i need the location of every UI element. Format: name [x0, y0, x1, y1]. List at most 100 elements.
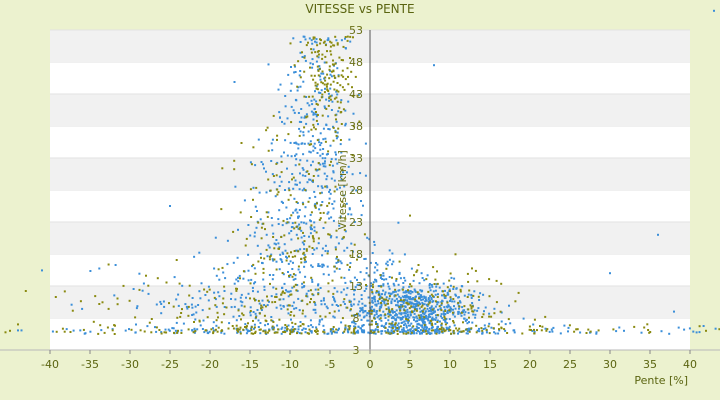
data-point	[252, 198, 254, 201]
data-point	[101, 301, 104, 304]
data-point	[349, 35, 352, 38]
data-point	[444, 323, 447, 326]
data-point	[294, 277, 297, 280]
data-point	[352, 112, 355, 115]
data-point	[332, 170, 335, 173]
data-point	[113, 333, 116, 335]
data-point	[428, 286, 431, 289]
data-point	[434, 310, 436, 313]
data-point	[295, 99, 298, 102]
data-point	[223, 313, 226, 316]
data-point	[438, 328, 441, 331]
data-point	[437, 308, 439, 311]
data-point	[180, 329, 183, 332]
data-point	[437, 301, 440, 304]
data-point	[500, 282, 503, 285]
data-point	[316, 152, 319, 154]
data-point	[141, 289, 144, 292]
data-point	[222, 271, 225, 274]
data-point	[304, 275, 307, 278]
data-point	[448, 325, 451, 328]
data-point	[196, 328, 199, 331]
data-point	[194, 330, 197, 333]
data-point	[167, 328, 170, 331]
data-point	[411, 311, 414, 314]
data-point	[440, 328, 442, 331]
data-point	[319, 78, 322, 81]
data-point	[288, 189, 291, 192]
data-point	[308, 143, 311, 146]
data-point	[444, 313, 447, 316]
data-point	[113, 294, 116, 297]
data-point	[324, 157, 327, 160]
data-point	[447, 327, 450, 330]
data-point	[300, 221, 303, 224]
data-point	[300, 229, 303, 232]
data-point	[325, 85, 328, 88]
data-point	[290, 293, 293, 296]
data-point	[447, 329, 450, 332]
data-point	[295, 289, 298, 292]
data-point	[297, 227, 300, 230]
data-point	[282, 273, 285, 276]
data-point	[567, 330, 569, 333]
data-point	[424, 300, 427, 303]
data-point	[251, 286, 254, 289]
data-point	[388, 297, 391, 300]
data-point	[443, 297, 446, 299]
data-point	[350, 300, 352, 303]
data-point	[290, 238, 293, 241]
data-point	[480, 327, 483, 330]
data-point	[254, 205, 257, 208]
data-point	[648, 331, 651, 334]
data-point	[324, 137, 327, 140]
data-point	[208, 307, 211, 310]
data-point	[323, 83, 326, 86]
data-point	[337, 329, 340, 332]
data-point	[292, 278, 295, 281]
data-point	[304, 206, 307, 209]
data-point	[410, 305, 413, 308]
data-point	[402, 302, 405, 305]
data-point	[483, 324, 486, 327]
data-point	[440, 304, 443, 307]
data-point	[230, 306, 233, 309]
data-point	[513, 331, 516, 334]
data-point	[373, 329, 376, 332]
data-point	[296, 85, 299, 88]
data-point	[136, 305, 139, 308]
data-point	[310, 164, 312, 167]
data-point	[421, 318, 424, 321]
data-point	[321, 254, 324, 257]
data-point	[348, 268, 351, 271]
data-point	[404, 279, 407, 282]
data-point	[354, 322, 357, 325]
data-point	[430, 329, 433, 332]
data-point	[442, 310, 445, 313]
data-point	[235, 289, 238, 292]
data-point	[185, 305, 188, 308]
data-point	[481, 329, 484, 332]
data-point	[383, 302, 386, 305]
data-point	[395, 313, 398, 316]
data-point	[533, 328, 535, 331]
data-point	[336, 67, 339, 70]
data-point	[334, 130, 337, 133]
data-point	[421, 304, 424, 307]
data-point	[292, 187, 295, 190]
data-point	[346, 67, 349, 70]
data-point	[430, 293, 433, 296]
data-point	[317, 292, 320, 294]
data-point	[242, 328, 245, 331]
data-point	[465, 318, 468, 321]
data-point	[410, 267, 413, 270]
data-point	[420, 317, 422, 320]
data-point	[223, 285, 226, 288]
data-point	[180, 312, 183, 314]
data-point	[233, 168, 236, 171]
data-point	[405, 301, 408, 304]
data-point	[508, 304, 510, 307]
data-point	[647, 329, 650, 331]
data-point	[396, 293, 399, 296]
data-point	[268, 300, 270, 303]
